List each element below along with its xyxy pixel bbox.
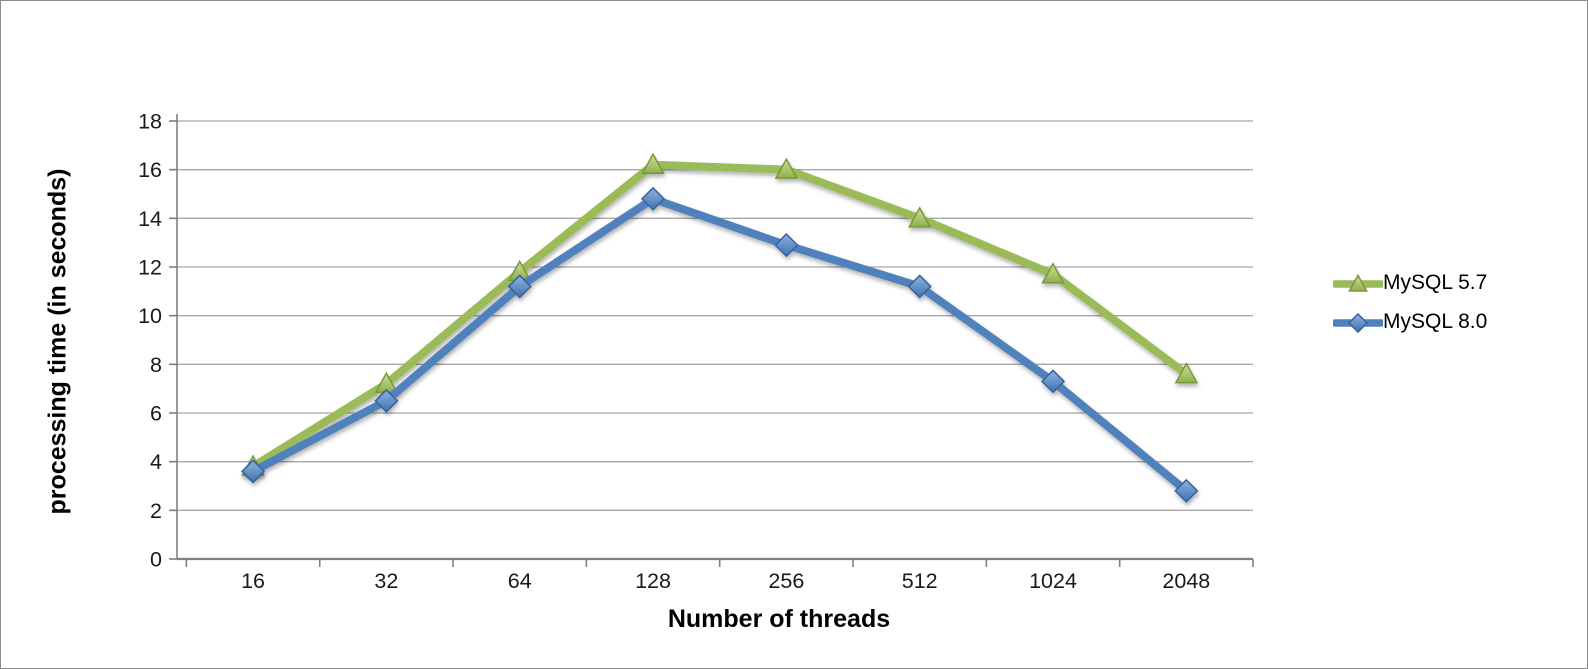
x-tick-label-16: 16 bbox=[241, 569, 265, 593]
marker-mysql-8-0-1024 bbox=[1040, 369, 1066, 394]
legend-label-mysql-8-0: MySQL 8.0 bbox=[1383, 310, 1488, 333]
x-tick-label-2048: 2048 bbox=[1162, 569, 1210, 593]
y-tick-label-2: 2 bbox=[150, 499, 162, 523]
x-axis-title: Number of threads bbox=[667, 605, 891, 633]
marker-mysql-8-0-32 bbox=[374, 388, 399, 413]
marker-mysql-5-7-128 bbox=[641, 152, 665, 175]
x-tick-labels: 16 32 64 128 256 512 1024 2048 bbox=[185, 559, 1254, 593]
y-tick-labels: 0 2 4 6 8 10 12 14 16 18 bbox=[138, 110, 177, 572]
y-tick-label-0: 0 bbox=[150, 548, 162, 572]
x-tick-label-64: 64 bbox=[508, 569, 532, 593]
legend-swatch-diamond-line-icon bbox=[1333, 312, 1383, 334]
marker-mysql-5-7-512 bbox=[907, 206, 932, 228]
legend: MySQL 5.7 MySQL 8.0 bbox=[1333, 269, 1487, 347]
y-tick-label-6: 6 bbox=[150, 402, 162, 426]
axes bbox=[176, 114, 1253, 561]
y-tick-label-12: 12 bbox=[138, 256, 162, 280]
y-tick-label-16: 16 bbox=[138, 158, 162, 182]
marker-mysql-8-0-16 bbox=[241, 459, 266, 484]
series-mysql-5-7 bbox=[241, 152, 1199, 476]
marker-mysql-8-0-256 bbox=[774, 233, 799, 258]
marker-mysql-5-7-2048 bbox=[1174, 362, 1199, 384]
gridlines bbox=[177, 120, 1253, 511]
x-tick-label-512: 512 bbox=[902, 569, 938, 593]
series-mysql-8-0 bbox=[241, 186, 1199, 503]
marker-mysql-5-7-1024 bbox=[1041, 262, 1065, 284]
y-tick-label-4: 4 bbox=[150, 450, 162, 474]
x-tick-label-128: 128 bbox=[635, 569, 671, 593]
marker-mysql-8-0-512 bbox=[907, 274, 932, 299]
y-tick-label-18: 18 bbox=[138, 110, 162, 134]
y-axis-title: processing time (in seconds) bbox=[43, 168, 72, 515]
legend-label-mysql-5-7: MySQL 5.7 bbox=[1383, 271, 1488, 294]
marker-mysql-8-0-2048 bbox=[1174, 478, 1199, 503]
legend-item-mysql-8-0: MySQL 8.0 bbox=[1333, 308, 1487, 336]
line-mysql-8-0 bbox=[249, 194, 1191, 495]
x-tick-label-32: 32 bbox=[374, 569, 398, 593]
legend-swatch-triangle-line-icon bbox=[1333, 273, 1383, 292]
marker-mysql-5-7-256 bbox=[774, 157, 799, 179]
line-mysql-5-7 bbox=[249, 160, 1191, 471]
marker-mysql-8-0-64 bbox=[507, 274, 532, 299]
legend-item-mysql-5-7: MySQL 5.7 bbox=[1333, 269, 1487, 297]
y-tick-label-14: 14 bbox=[138, 207, 162, 231]
y-tick-label-10: 10 bbox=[138, 304, 162, 328]
marker-mysql-8-0-128 bbox=[640, 186, 666, 211]
x-tick-label-256: 256 bbox=[768, 569, 804, 593]
y-tick-label-8: 8 bbox=[150, 353, 162, 377]
x-tick-label-1024: 1024 bbox=[1029, 569, 1077, 593]
